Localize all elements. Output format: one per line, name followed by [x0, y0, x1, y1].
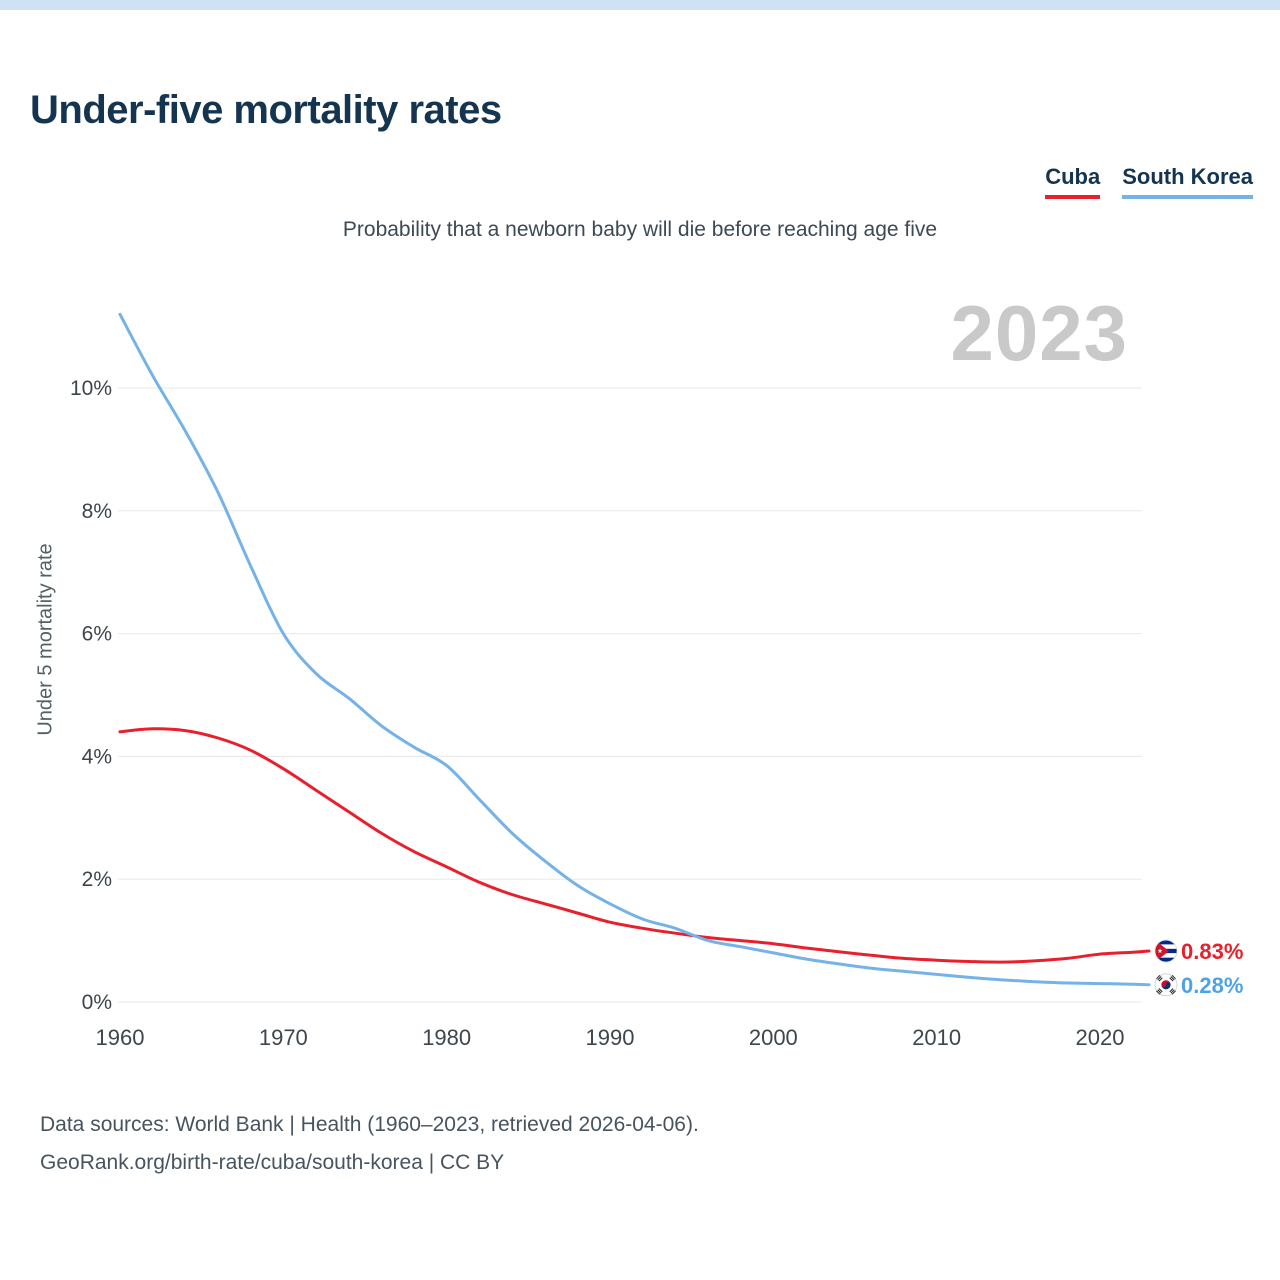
y-tick-label: 4% [82, 745, 112, 768]
x-tick-label: 1970 [259, 1025, 308, 1050]
x-tick-label: 1960 [96, 1025, 145, 1050]
legend-item-cuba[interactable]: Cuba [1045, 164, 1101, 199]
x-tick-label: 2020 [1076, 1025, 1125, 1050]
x-tick-label: 1980 [422, 1025, 471, 1050]
chart-subtitle: Probability that a newborn baby will die… [342, 218, 938, 241]
chart-area: 0% 2% 4% 6% 8% 10% 1960 1970 1980 1990 2000 2010 202… [0, 270, 1280, 1060]
x-tick-label: 1990 [586, 1025, 635, 1050]
south-korea-value-label: 0.28% [1181, 973, 1243, 998]
cuba-value-label: 0.83% [1181, 939, 1243, 964]
tick-layer: 0% 2% 4% 6% 8% 10% 1960 1970 1980 1990 2000 2010 202… [70, 377, 1125, 1050]
series-layer [118, 312, 1151, 987]
page-title: Under-five mortality rates [30, 88, 502, 132]
y-tick-label: 8% [82, 500, 112, 523]
y-tick-label: 10% [70, 377, 112, 400]
x-tick-label: 2010 [912, 1025, 961, 1050]
x-tick-label: 2000 [749, 1025, 798, 1050]
grid-layer [118, 387, 1142, 1003]
y-tick-label: 2% [82, 868, 112, 891]
legend: Cuba South Korea [1045, 164, 1253, 199]
line-chart: 0% 2% 4% 6% 8% 10% 1960 1970 1980 1990 2000 2010 202… [70, 312, 1243, 1050]
line-south-korea [118, 312, 1151, 987]
y-tick-label: 0% [82, 991, 112, 1014]
legend-item-south-korea[interactable]: South Korea [1122, 164, 1253, 199]
year-watermark: 2023 [950, 289, 1128, 377]
footer-attribution: GeoRank.org/birth-rate/cuba/south-korea … [40, 1151, 505, 1174]
south-korea-flag-icon [1154, 973, 1178, 997]
y-tick-label: 6% [82, 623, 112, 646]
top-accent-bar [0, 0, 1280, 10]
cuba-flag-icon [1154, 939, 1178, 963]
footer: Data sources: World Bank | Health (1960–… [40, 1106, 699, 1182]
footer-sources: Data sources: World Bank | Health (1960–… [40, 1113, 699, 1136]
line-cuba [118, 727, 1151, 964]
